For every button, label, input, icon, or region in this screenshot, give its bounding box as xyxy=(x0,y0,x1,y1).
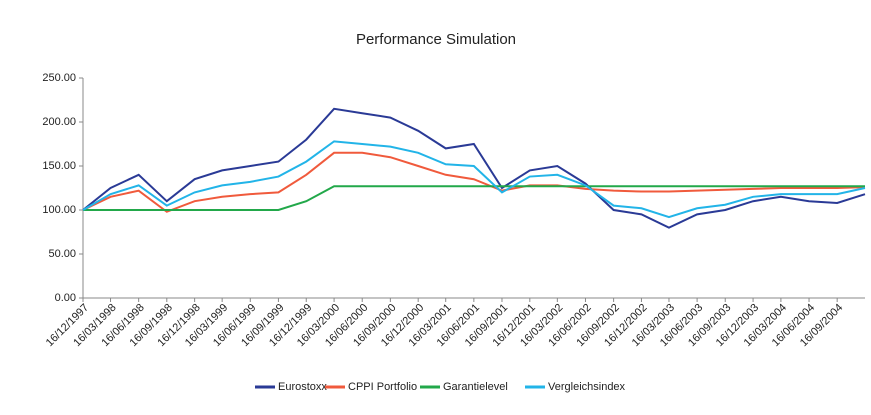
legend-label: Vergleichsindex xyxy=(548,381,626,393)
y-tick-label: 50.00 xyxy=(48,248,76,260)
legend-label: CPPI Portfolio xyxy=(348,381,417,393)
legend-label: Eurostoxx xyxy=(278,381,327,393)
y-tick-label: 250.00 xyxy=(42,72,76,84)
y-tick-label: 0.00 xyxy=(55,292,76,304)
y-tick-label: 100.00 xyxy=(42,204,76,216)
y-tick-label: 150.00 xyxy=(42,160,76,172)
series-line xyxy=(83,185,865,211)
y-tick-label: 200.00 xyxy=(42,116,76,128)
chart-title: Performance Simulation xyxy=(356,31,516,48)
series-line xyxy=(82,140,866,219)
series-line xyxy=(82,151,866,213)
legend-label: Garantielevel xyxy=(443,381,508,393)
series-line xyxy=(82,107,866,229)
